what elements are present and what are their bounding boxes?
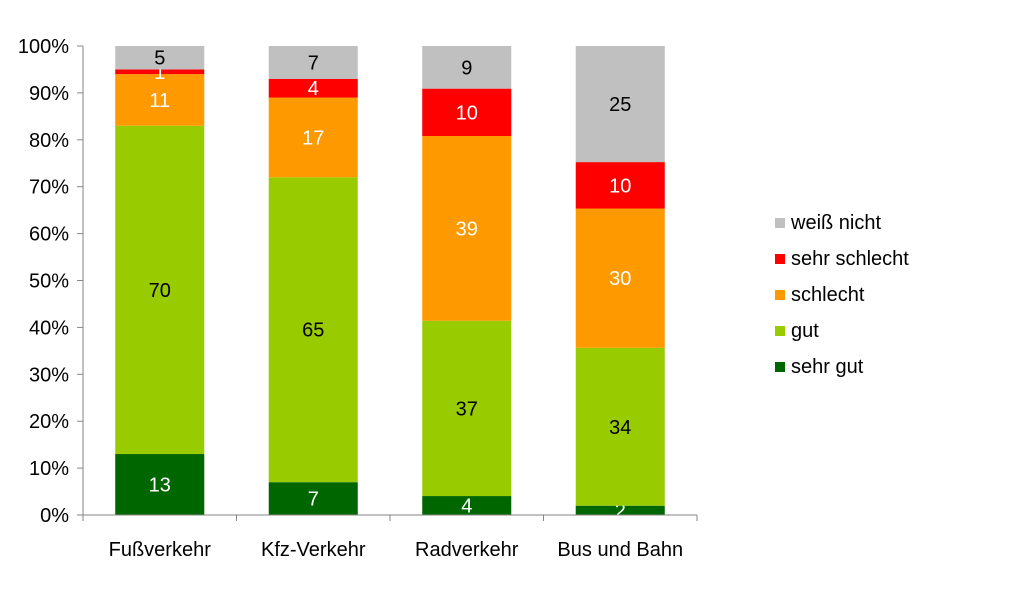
legend-item: schlecht: [775, 277, 909, 313]
bar-segment: [268, 97, 358, 178]
legend-label: schlecht: [791, 283, 865, 306]
legend-swatch: [775, 362, 785, 372]
bar-segment: [575, 162, 665, 209]
bar-segment: [575, 46, 665, 163]
y-tick-label: 100%: [18, 36, 69, 58]
data-label: 30: [609, 268, 631, 290]
y-tick-label: 0%: [40, 505, 69, 527]
data-label: 13: [149, 475, 171, 497]
data-label: 65: [302, 320, 324, 342]
legend-item: sehr gut: [775, 349, 909, 385]
x-tick-label: Fußverkehr: [109, 539, 212, 561]
bar-segment: [115, 74, 205, 126]
legend-item: weiß nicht: [775, 205, 909, 241]
data-label: 1: [154, 62, 165, 84]
legend-item: sehr schlecht: [775, 241, 909, 277]
legend-item: gut: [775, 313, 909, 349]
bar-segment: [115, 69, 205, 75]
data-label: 7: [308, 52, 319, 74]
data-label: 10: [456, 102, 478, 124]
legend-swatch: [775, 290, 785, 300]
bar-segment: [115, 454, 205, 515]
legend-label: weiß nicht: [791, 211, 882, 234]
y-axis: 0% 10% 20% 30% 40% 50% 60% 70% 80% 90% 100%: [18, 36, 84, 527]
bar-segment: [422, 46, 512, 89]
y-tick-label: 30%: [29, 364, 69, 386]
data-label: 11: [149, 90, 170, 112]
data-label: 39: [456, 218, 478, 240]
x-tick-label: Bus und Bahn: [557, 539, 683, 561]
bar-segment: [575, 347, 665, 506]
legend-swatch: [775, 218, 785, 228]
bar-segment: [575, 208, 665, 348]
legend-swatch: [775, 254, 785, 264]
data-label: 34: [609, 417, 631, 439]
data-label: 2: [615, 500, 626, 522]
bar-segment: [422, 496, 512, 515]
data-label: 17: [302, 127, 324, 149]
bar-segment: [268, 46, 358, 79]
bar-segment: [115, 125, 205, 455]
legend-swatch: [775, 326, 785, 336]
x-axis: Fußverkehr Kfz-Verkehr Radverkehr Bus und B…: [82, 514, 698, 561]
bar-segment: [268, 482, 358, 515]
data-label: 4: [461, 496, 472, 518]
bar-segment: [575, 505, 665, 515]
bar-segment: [115, 46, 205, 70]
data-label: 7: [308, 489, 319, 511]
data-label: 70: [149, 280, 171, 302]
legend-label: sehr gut: [791, 355, 864, 378]
bar-segment: [422, 136, 512, 321]
y-tick-label: 40%: [29, 317, 69, 339]
legend-label: sehr schlecht: [791, 247, 909, 270]
bar-segment: [422, 88, 512, 137]
y-tick-label: 10%: [29, 458, 69, 480]
y-tick-label: 80%: [29, 130, 69, 152]
data-label: 4: [308, 78, 319, 100]
x-tick-label: Radverkehr: [415, 539, 519, 561]
y-tick-label: 90%: [29, 83, 69, 105]
y-tick-label: 20%: [29, 411, 69, 433]
bar-segment: [268, 78, 358, 98]
bar-segment: [268, 177, 358, 483]
y-tick-label: 50%: [29, 271, 69, 293]
data-label: 25: [609, 94, 631, 116]
data-label: 9: [461, 57, 472, 79]
x-tick-label: Kfz-Verkehr: [261, 539, 366, 561]
data-label: 5: [154, 48, 165, 70]
y-tick-label: 60%: [29, 224, 69, 246]
bar-segment: [422, 320, 512, 497]
data-label: 10: [609, 175, 631, 197]
legend: weiß nicht sehr schlecht schlecht gut sehr g…: [775, 205, 909, 385]
legend-label: gut: [791, 319, 819, 342]
y-tick-label: 70%: [29, 177, 69, 199]
data-label: 37: [456, 398, 478, 420]
